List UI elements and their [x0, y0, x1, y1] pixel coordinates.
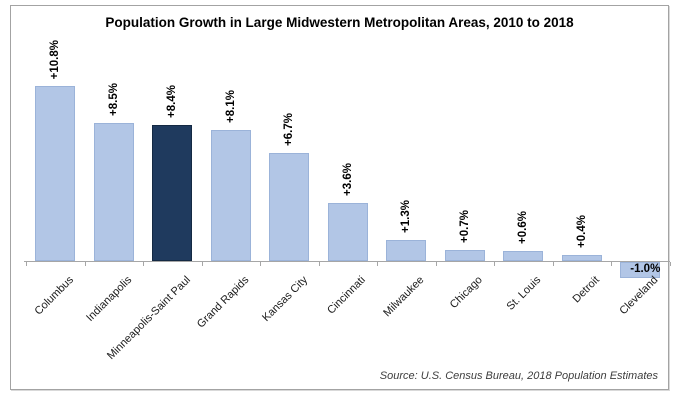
x-axis-line [24, 261, 670, 262]
axis-tick [552, 262, 554, 266]
axis-tick [611, 262, 612, 266]
bar-milwaukee [386, 239, 427, 261]
bar-cleveland [620, 262, 661, 279]
axis-tick [143, 262, 144, 266]
bar-value-label: +1.3% [400, 199, 413, 233]
bar-value-label: +0.4% [575, 214, 588, 248]
axis-tick [201, 262, 203, 266]
category-label-columbus: Columbus [32, 274, 76, 318]
category-label-cleveland: Cleveland [617, 274, 661, 318]
bar-minneapolis-saint-paul [152, 124, 193, 261]
chart-frame: Population Growth in Large Midwestern Me… [10, 5, 671, 390]
bar-value-label: -1.0% [630, 263, 661, 275]
bar-value-label: +0.7% [458, 209, 471, 243]
axis-tick [318, 262, 320, 266]
bar-value-label: +8.4% [166, 84, 179, 118]
category-label-chicago: Chicago [448, 274, 486, 312]
axis-tick [669, 262, 671, 266]
axis-tick [377, 262, 378, 266]
axis-tick [84, 262, 86, 266]
chart-title: Population Growth in Large Midwestern Me… [105, 15, 574, 30]
bar-st-louis [503, 251, 544, 261]
category-label-grand-rapids: Grand Rapids [194, 274, 252, 331]
axis-tick [26, 262, 27, 266]
bar-kansas-city [269, 152, 310, 261]
bar-cincinnati [327, 202, 368, 261]
category-label-cincinnati: Cincinnati [325, 274, 369, 317]
bar-grand-rapids [210, 129, 251, 261]
category-label-indianapolis: Indianapolis [84, 274, 135, 325]
source-note: Source: U.S. Census Bureau, 2018 Populat… [379, 370, 658, 382]
bar-value-label: +8.1% [224, 89, 237, 123]
bar-value-label: +0.6% [517, 211, 530, 245]
bar-value-label: +6.7% [283, 112, 296, 146]
category-label-detroit: Detroit [570, 274, 603, 306]
category-label-kansas-city: Kansas City [259, 274, 310, 324]
axis-tick [435, 262, 437, 266]
bar-detroit [561, 254, 602, 261]
bar-value-label: +10.8% [49, 39, 62, 79]
axis-tick [260, 262, 261, 266]
category-label-milwaukee: Milwaukee [381, 274, 427, 320]
category-label-st-louis: St. Louis [504, 274, 544, 313]
bar-chicago [444, 249, 485, 261]
axis-tick [494, 262, 495, 266]
bar-columbus [35, 86, 76, 261]
bar-value-label: +3.6% [341, 162, 354, 196]
plot-area: +10.8% Columbus +8.5% Indianapolis +8.4% Minn… [11, 6, 671, 389]
bar-value-label: +8.5% [107, 83, 120, 117]
bar-indianapolis [93, 123, 134, 261]
